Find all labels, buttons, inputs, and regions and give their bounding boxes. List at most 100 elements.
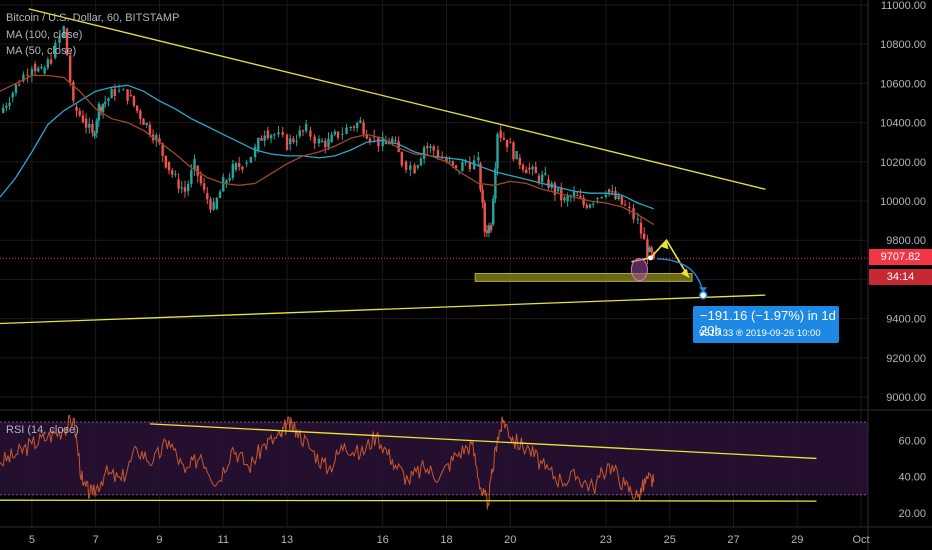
candle-body (78, 110, 81, 116)
candle-body (257, 138, 260, 151)
candle-body (167, 161, 171, 171)
candle-body (368, 138, 372, 142)
candle-body (614, 191, 617, 200)
candle-body (639, 222, 643, 234)
candle-body (101, 103, 105, 112)
candle-body (563, 197, 566, 201)
candle-body (419, 158, 423, 166)
candle-body (591, 203, 595, 205)
forecast-target-dot (698, 291, 708, 300)
candle-body (186, 183, 190, 192)
candle-body (164, 155, 168, 168)
arrowhead-down (680, 268, 689, 278)
candle-body (260, 138, 263, 141)
time-tick-label: 23 (600, 534, 612, 546)
candle-body (99, 106, 103, 112)
candle-body (359, 120, 362, 123)
candle-body (365, 134, 368, 139)
time-tick-label: 18 (440, 534, 452, 546)
candle-body (218, 191, 222, 198)
candle-body (317, 138, 321, 144)
candle-body (496, 133, 499, 169)
candle-body (572, 191, 576, 197)
candle-body (515, 151, 518, 160)
candle-body (391, 138, 394, 145)
time-tick-label: 5 (29, 534, 35, 546)
candle-body (585, 204, 588, 208)
legend-symbol[interactable]: Bitcoin / U.S. Dollar, 60, BITSTAMP (6, 12, 180, 24)
candle-body (336, 131, 340, 138)
candle-body (171, 170, 174, 175)
candle-body (518, 157, 522, 165)
candle-body (49, 59, 53, 64)
projection-change: −191.16 (−1.97%) in 1d 20h (700, 308, 836, 338)
candle-body (313, 136, 316, 144)
candle-body (481, 189, 484, 203)
candle-body (502, 137, 506, 140)
projection-detail: 9519.33 ® 2019-09-26 10:00 (699, 328, 821, 339)
candle-body (362, 122, 365, 135)
rsi-tick-label: 60.00 (898, 435, 926, 447)
candle-body (281, 132, 284, 135)
candle-body (161, 143, 164, 156)
candle-body (349, 127, 353, 129)
candle-body (426, 146, 429, 148)
time-tick-label: 11 (218, 534, 229, 546)
candle-body (479, 163, 482, 190)
candle-body (145, 122, 148, 125)
rsi-pane (0, 414, 868, 510)
price-tick-label: 10600.00 (880, 78, 926, 90)
support-zone-rect (474, 273, 693, 282)
rsi-tick-label: 20.00 (898, 508, 926, 520)
candle-body (330, 134, 333, 143)
candle-body (333, 131, 337, 135)
legend-ma50[interactable]: MA (50, close) (6, 45, 77, 57)
candle-body (135, 105, 139, 111)
rsi-upper-trendline (149, 423, 817, 460)
time-tick-label: 20 (504, 534, 516, 546)
candle-body (553, 183, 557, 195)
candle-body (579, 195, 582, 198)
candle-body (117, 90, 121, 92)
candle-body (384, 141, 388, 145)
candle-body (196, 165, 199, 176)
candle-body (324, 140, 327, 148)
candle-body (84, 118, 88, 128)
candle-body (494, 168, 497, 199)
candle-body (422, 147, 426, 159)
candle-body (381, 137, 384, 147)
candle-body (607, 189, 611, 193)
candle-body (400, 152, 404, 166)
candle-body (327, 138, 330, 148)
trendline-drawings[interactable] (0, 8, 766, 325)
candle-body (528, 167, 531, 170)
legend-ma100[interactable]: MA (100, close) (6, 29, 83, 41)
candle-body (509, 142, 512, 144)
candle-body (22, 74, 25, 82)
candle-body (505, 139, 509, 148)
candle-body (642, 233, 646, 240)
candle-body (499, 130, 502, 138)
legend-rsi[interactable]: RSI (14, close) (6, 424, 79, 436)
candle-body (174, 173, 177, 175)
arrowhead-up (659, 240, 669, 250)
time-tick-label: Oct (852, 534, 869, 546)
candle-body (416, 165, 419, 168)
candle-body (266, 130, 270, 139)
candle-body (5, 105, 8, 108)
candle-body (611, 191, 614, 193)
candle-body (521, 164, 525, 170)
candle-body (512, 142, 515, 160)
candle-body (492, 198, 495, 225)
candle-body (62, 26, 65, 37)
candle-body (345, 127, 348, 134)
candle-body (58, 36, 61, 43)
candle-body (95, 120, 98, 134)
projection-label[interactable]: −191.16 (−1.97%) in 1d 20h 9519.33 ® 201… (693, 306, 839, 343)
candle-body (623, 204, 627, 206)
candle-body (215, 197, 219, 209)
candle-body (646, 239, 649, 258)
candle-body (534, 166, 537, 174)
